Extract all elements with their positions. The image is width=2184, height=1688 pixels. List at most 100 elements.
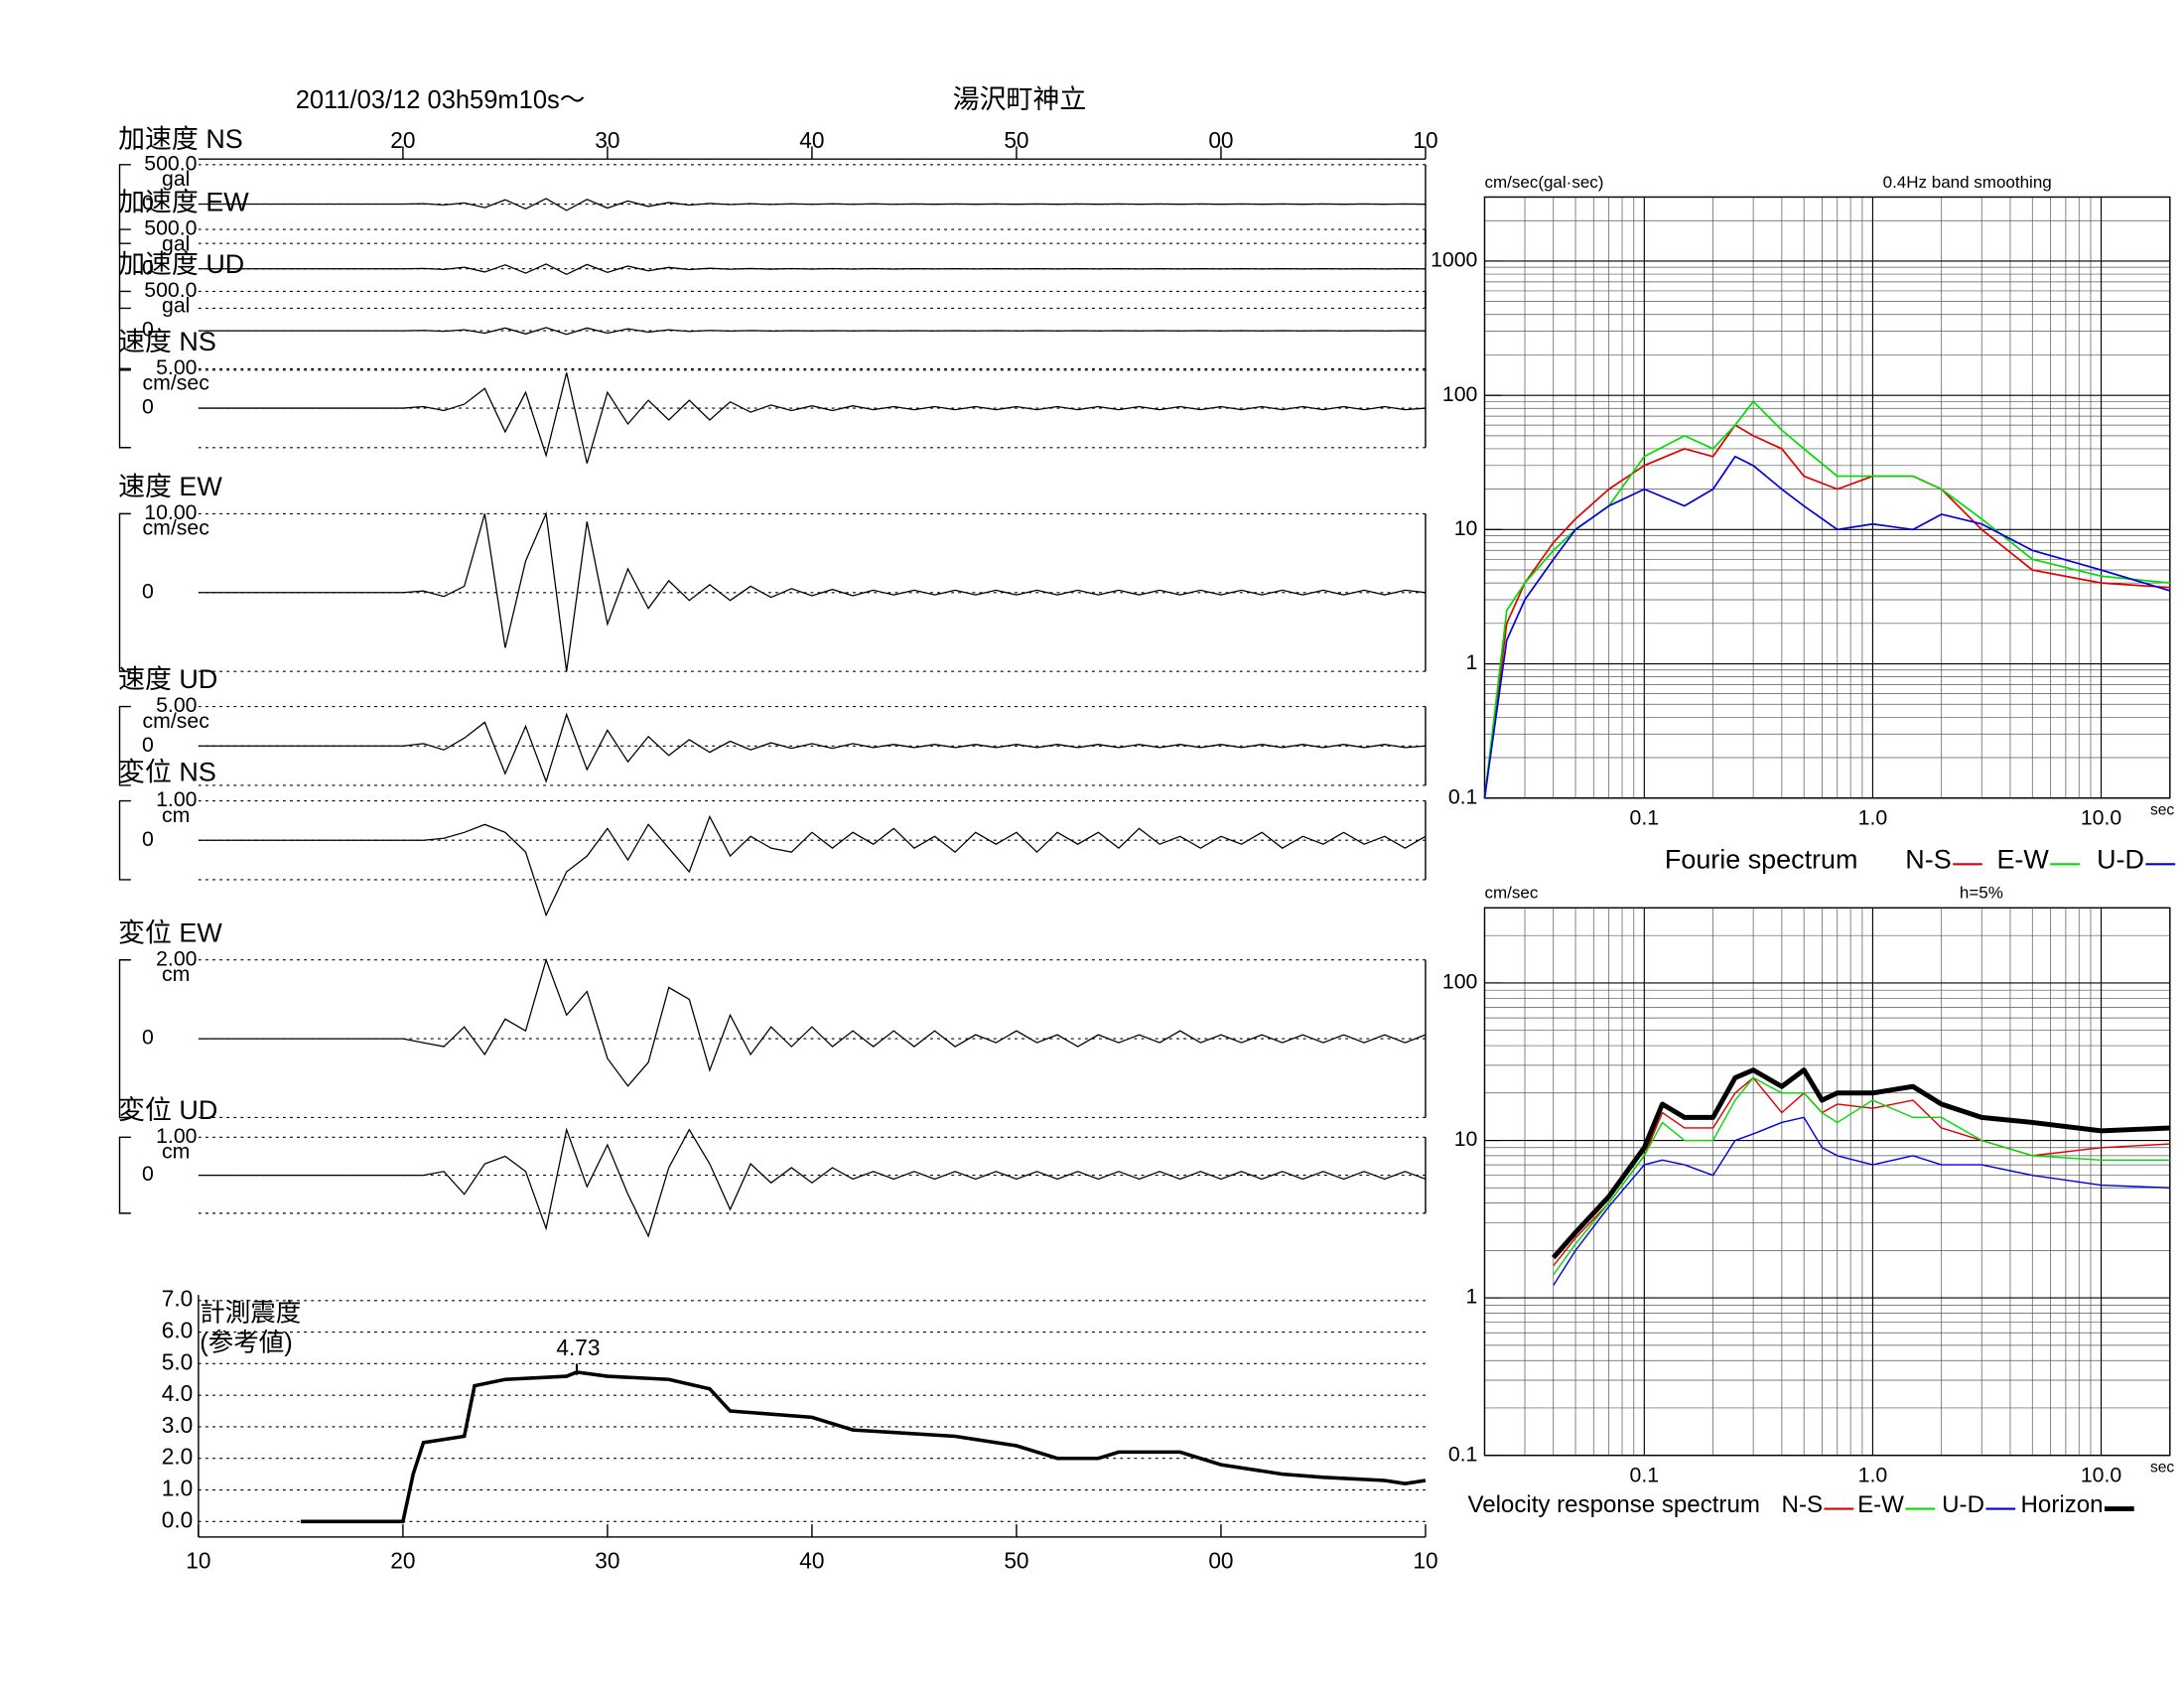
trace-label: 速度 EW	[118, 472, 222, 501]
y-tick-label: 1.00	[156, 1124, 197, 1148]
intensity-line	[300, 1370, 1427, 1524]
legend-label: N-S	[1905, 845, 1951, 875]
y-tick-label: 0	[142, 827, 154, 851]
y-tick-label: 0	[142, 1162, 154, 1186]
y-tick-label: 3.0	[162, 1412, 194, 1438]
trace-label: 加速度 EW	[118, 188, 249, 217]
unit-label: cm	[162, 1140, 190, 1164]
x-tick-label: 50	[1004, 1547, 1028, 1573]
unit-label: cm	[162, 962, 190, 986]
legend-label: N-S	[1782, 1491, 1823, 1518]
y-tick-label: 500.0	[144, 278, 197, 302]
x-tick-label: 30	[595, 127, 619, 153]
unit-label: gal	[162, 231, 190, 255]
y-tick-label: 10.00	[144, 500, 197, 524]
waveform	[198, 814, 1427, 917]
y-label: (参考値)	[200, 1329, 292, 1356]
y-tick-label: 4.0	[162, 1380, 194, 1406]
y-tick-label: 0	[142, 733, 154, 757]
y-tick-label: 10	[1454, 516, 1478, 540]
legend-label: U-D	[1942, 1491, 1984, 1518]
x-tick-label: 20	[390, 127, 415, 153]
y-tick-label: 10	[1454, 1127, 1478, 1151]
unit-label: cm/sec	[143, 371, 210, 395]
trace-label: 加速度 NS	[118, 124, 243, 154]
trace-label: 速度 NS	[118, 327, 216, 356]
y-label: 計測震度	[200, 1300, 301, 1328]
unit-label: gal	[162, 294, 190, 318]
unit-label: gal	[162, 167, 190, 191]
legend-label: E-W	[1996, 845, 2049, 875]
x-tick-label: 10	[186, 1547, 210, 1573]
y-tick-label: 0	[142, 1026, 154, 1050]
x-tick-label: 20	[390, 1547, 415, 1573]
x-tick-label: 10.0	[2081, 806, 2121, 830]
y-tick-label: 0.0	[162, 1506, 194, 1532]
spectrum-line	[1483, 424, 2170, 798]
unit-label: cm/sec	[143, 709, 210, 733]
y-tick-label: 2.00	[156, 946, 197, 970]
y-tick-label: 500.0	[144, 216, 197, 240]
legend-label: E-W	[1857, 1491, 1904, 1518]
x-tick-label: 10.0	[2081, 1464, 2121, 1487]
y-tick-label: 0	[142, 255, 154, 279]
y-tick-label: 100	[1442, 382, 1477, 406]
x-unit: sec	[2150, 802, 2174, 819]
x-tick-label: 10	[1413, 1547, 1437, 1573]
x-tick-label: 10	[1413, 127, 1437, 153]
legend-title: Velocity response spectrum	[1467, 1491, 1759, 1518]
y-tick-label: 0.1	[1448, 1442, 1478, 1466]
x-tick-label: 00	[1208, 1547, 1233, 1573]
x-tick-label: 40	[799, 127, 824, 153]
spectrum-line	[1551, 1067, 2170, 1260]
station-name: 湯沢町神立	[953, 84, 1087, 114]
y-tick-label: 1.00	[156, 787, 197, 811]
waveform	[198, 372, 1426, 464]
trace-label: 速度 UD	[118, 664, 217, 694]
y-unit: cm/sec	[1484, 884, 1538, 903]
y-tick-label: 1.0	[162, 1476, 194, 1501]
y-tick-label: 1000	[1431, 248, 1477, 272]
panel-frame	[118, 1136, 1427, 1214]
waveform	[198, 263, 1426, 276]
trace-label: 加速度 UD	[118, 249, 244, 279]
waveform	[198, 712, 1426, 783]
trace-label: 変位 EW	[118, 917, 222, 947]
legend-label: U-D	[2097, 845, 2144, 875]
x-tick-label: 40	[799, 1547, 824, 1573]
y-tick-label: 100	[1442, 970, 1477, 994]
x-tick-label: 0.1	[1630, 1464, 1660, 1487]
chart-title: 2011/03/12 03h59m10s〜	[296, 86, 586, 114]
legend-title: Fourie spectrum	[1665, 845, 1858, 875]
waveform	[198, 957, 1427, 1087]
note: h=5%	[1960, 884, 2003, 903]
y-tick-label: 0	[142, 579, 154, 603]
spectrum-line	[1483, 400, 2170, 798]
spectrum-line	[1483, 455, 2171, 798]
y-unit: cm/sec(gal·sec)	[1484, 173, 1603, 192]
plot-frame	[1483, 196, 2171, 799]
x-tick-label: 0.1	[1630, 806, 1660, 830]
y-tick-label: 5.0	[162, 1348, 194, 1374]
x-unit: sec	[2150, 1460, 2174, 1477]
trace-label: 変位 NS	[118, 758, 216, 787]
y-tick-label: 1	[1466, 1285, 1478, 1309]
trace-label: 変位 UD	[118, 1095, 217, 1125]
y-tick-label: 2.0	[162, 1444, 194, 1470]
x-tick-label: 1.0	[1858, 806, 1888, 830]
spectrum-line	[1553, 1116, 2170, 1286]
waveform	[198, 511, 1427, 672]
legend-label: Horizon	[2021, 1491, 2104, 1518]
waveform	[198, 198, 1426, 211]
y-tick-label: 5.00	[156, 693, 197, 717]
panel-frame	[118, 959, 1427, 1119]
annotation: 4.73	[556, 1335, 600, 1360]
y-tick-label: 0	[142, 191, 154, 214]
x-tick-label: 00	[1208, 127, 1233, 153]
x-tick-label: 1.0	[1858, 1464, 1888, 1487]
x-tick-label: 50	[1004, 127, 1028, 153]
y-tick-label: 0	[142, 318, 154, 342]
waveform	[198, 1127, 1427, 1238]
y-tick-label: 0	[142, 395, 154, 419]
